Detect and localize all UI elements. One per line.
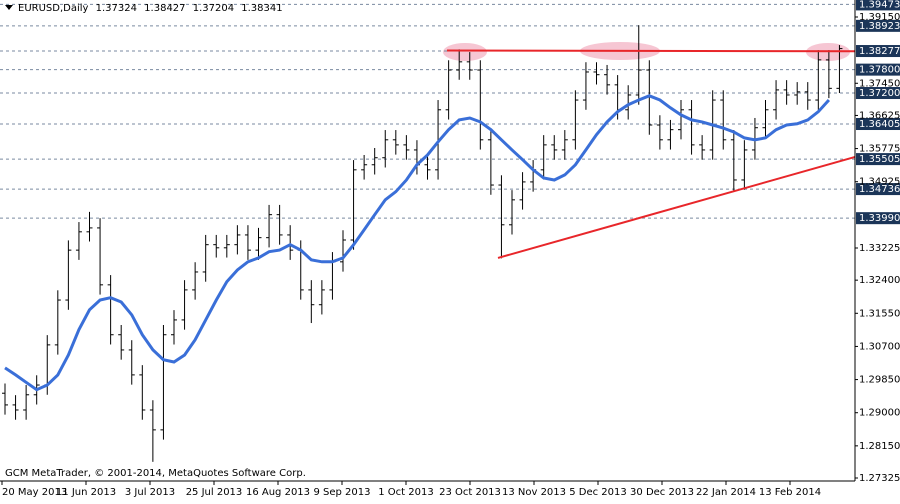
level-label-box [856,118,900,131]
y-tick-label: 1.29850 [859,375,900,386]
level-label: 1.39473 [859,0,900,10]
level-label: 1.33990 [859,213,900,224]
x-tick-label: 23 Oct 2013 [439,487,501,498]
level-label: 1.36405 [859,119,900,130]
open-value: 1.37324 [96,3,137,14]
y-tick-label: 1.36625 [859,110,900,121]
level-label: 1.37800 [859,65,900,76]
y-tick-label: 1.31550 [859,308,900,319]
symbol: EURUSD,Daily [18,3,89,14]
x-tick-label: 1 Oct 2013 [378,487,433,498]
y-tick-label: 1.27325 [859,473,900,484]
x-tick-label: 22 Jan 2014 [696,487,756,498]
level-label-box [856,19,900,32]
x-tick-label: 9 Sep 2013 [313,487,370,498]
level-label-box [856,212,900,225]
x-tick-label: 11 Jun 2013 [56,487,116,498]
y-tick-label: 1.32400 [859,275,900,286]
x-tick-label: 25 Jul 2013 [186,487,243,498]
x-tick-label: 30 Dec 2013 [630,487,694,498]
highlight [443,43,487,61]
level-label-box [856,183,900,196]
level-label-box [856,45,900,58]
plot-area [0,3,856,462]
x-tick-label: 13 Feb 2014 [759,487,821,498]
high-value: 1.38427 [144,3,185,14]
x-tick-label: 13 Nov 2013 [502,487,566,498]
menu-arrow[interactable] [5,5,13,10]
level-label-box [856,63,900,76]
level-label: 1.34736 [859,184,900,195]
level-label: 1.35505 [859,154,900,165]
trendline [497,155,856,259]
close-value: 1.38341 [241,3,282,14]
level-label: 1.38277 [859,46,900,57]
y-tick-label: 1.28150 [859,441,900,452]
x-tick-label: 3 Jul 2013 [125,487,175,498]
copyright: GCM MetaTrader, © 2001-2014, MetaQuotes … [5,468,306,479]
trendline [446,49,856,53]
level-label: 1.38923 [859,21,900,32]
y-tick-label: 1.34925 [859,177,900,188]
x-tick-label: 20 May 2013 [2,487,67,498]
level-label-box [856,153,900,166]
y-tick-label: 1.35775 [859,144,900,155]
y-tick-label: 1.33225 [859,243,900,254]
chart-header: EURUSD,Daily 1.37324 1.38427 1.37204 1.3… [18,3,283,14]
x-tick-label: 16 Aug 2013 [246,487,310,498]
moving-average [4,94,831,392]
y-tick-label: 1.29000 [859,408,900,419]
level-label: 1.37200 [859,88,900,99]
y-tick-label: 1.30700 [859,341,900,352]
y-tick-label: 1.39150 [859,12,900,23]
level-label-box [856,87,900,100]
x-tick-label: 5 Dec 2013 [569,487,627,498]
y-tick-label: 1.37450 [859,78,900,89]
low-value: 1.37204 [193,3,234,14]
level-label-box [856,0,900,11]
